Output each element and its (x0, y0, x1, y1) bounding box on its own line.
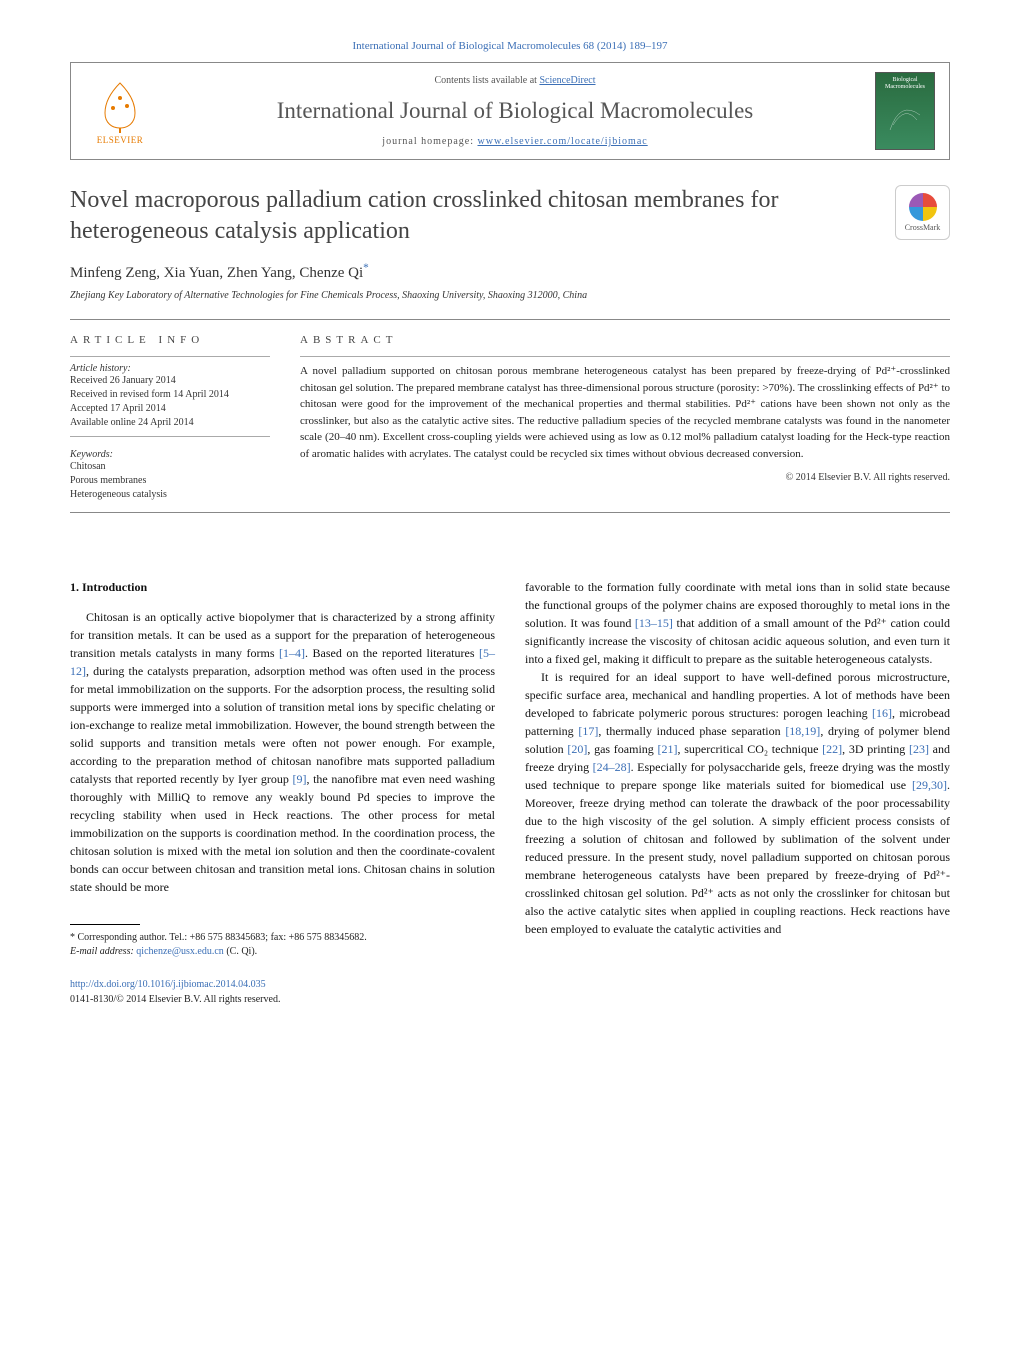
abstract-copyright: © 2014 Elsevier B.V. All rights reserved… (300, 472, 950, 483)
header-center: Contents lists available at ScienceDirec… (155, 75, 875, 147)
doi-link[interactable]: http://dx.doi.org/10.1016/j.ijbiomac.201… (70, 977, 495, 992)
intro-paragraph-1: Chitosan is an optically active biopolym… (70, 608, 495, 896)
citation-17[interactable]: [17] (578, 724, 598, 738)
email-link[interactable]: qichenze@usx.edu.cn (136, 946, 224, 957)
journal-reference: International Journal of Biological Macr… (70, 40, 950, 52)
history-label: Article history: (70, 363, 270, 374)
abstract-text: A novel palladium supported on chitosan … (300, 363, 950, 462)
c2p2-g: , 3D printing (842, 742, 909, 756)
footer-block: http://dx.doi.org/10.1016/j.ijbiomac.201… (70, 977, 495, 1007)
citation-18-19[interactable]: [18,19] (785, 724, 820, 738)
body-column-left: 1. Introduction Chitosan is an optically… (70, 578, 495, 1007)
col2-paragraph-2: It is required for an ideal support to h… (525, 668, 950, 938)
abstract-label: abstract (300, 334, 950, 346)
citation-1-4[interactable]: [1–4] (279, 646, 305, 660)
homepage-prefix: journal homepage: (382, 136, 477, 147)
section-number: 1. (70, 580, 79, 594)
elsevier-tree-icon (95, 78, 145, 133)
citation-24-28[interactable]: [24–28] (593, 760, 631, 774)
info-abstract-row: article info Article history: Received 2… (70, 334, 950, 502)
history-online: Available online 24 April 2014 (70, 416, 270, 430)
citation-23[interactable]: [23] (909, 742, 929, 756)
history-accepted: Accepted 17 April 2014 (70, 402, 270, 416)
c2p2-j: . Moreover, freeze drying method can tol… (525, 778, 950, 936)
elsevier-logo[interactable]: ELSEVIER (85, 71, 155, 151)
corresponding-footnote: * Corresponding author. Tel.: +86 575 88… (70, 931, 495, 945)
article-info-column: article info Article history: Received 2… (70, 334, 270, 502)
sciencedirect-link[interactable]: ScienceDirect (539, 75, 595, 86)
c2p2-c: , thermally induced phase separation (598, 724, 785, 738)
corresponding-marker[interactable]: * (363, 262, 369, 274)
citation-29-30[interactable]: [29,30] (912, 778, 947, 792)
article-info-label: article info (70, 334, 270, 346)
keyword-1: Chitosan (70, 460, 270, 474)
journal-cover-thumbnail[interactable]: Biological Macromolecules (875, 72, 935, 150)
citation-22[interactable]: [22] (822, 742, 842, 756)
email-suffix: (C. Qi). (224, 946, 257, 957)
info-divider-1 (70, 356, 270, 357)
cover-label: Biological Macromolecules (880, 77, 930, 90)
citation-20[interactable]: [20] (567, 742, 587, 756)
email-label: E-mail address: (70, 946, 136, 957)
page-container: International Journal of Biological Macr… (0, 0, 1020, 1057)
abstract-divider (300, 356, 950, 357)
keywords-label: Keywords: (70, 449, 270, 460)
body-column-right: favorable to the formation fully coordin… (525, 578, 950, 1007)
history-revised: Received in revised form 14 April 2014 (70, 388, 270, 402)
divider-bottom (70, 512, 950, 513)
journal-name: International Journal of Biological Macr… (155, 98, 875, 124)
p1-text-b: . Based on the reported literatures (305, 646, 479, 660)
c2p2-e: , gas foaming (587, 742, 657, 756)
divider-top (70, 319, 950, 320)
abstract-column: abstract A novel palladium supported on … (300, 334, 950, 502)
article-title: Novel macroporous palladium cation cross… (70, 185, 875, 247)
cover-graphic-icon (885, 90, 925, 140)
section-title: Introduction (82, 580, 147, 594)
info-divider-2 (70, 436, 270, 437)
col2-paragraph-1: favorable to the formation fully coordin… (525, 578, 950, 668)
email-footnote: E-mail address: qichenze@usx.edu.cn (C. … (70, 945, 495, 959)
crossmark-icon (909, 193, 937, 221)
elsevier-text: ELSEVIER (97, 135, 144, 145)
homepage-line: journal homepage: www.elsevier.com/locat… (155, 136, 875, 147)
c2p2-f: , supercritical CO₂ technique (678, 742, 823, 756)
citation-13-15[interactable]: [13–15] (635, 616, 673, 630)
authors-line: Minfeng Zeng, Xia Yuan, Zhen Yang, Chenz… (70, 262, 950, 282)
citation-21[interactable]: [21] (658, 742, 678, 756)
citation-16[interactable]: [16] (872, 706, 892, 720)
citation-9[interactable]: [9] (292, 772, 306, 786)
footnote-separator (70, 924, 140, 925)
body-columns: 1. Introduction Chitosan is an optically… (70, 578, 950, 1007)
keyword-2: Porous membranes (70, 474, 270, 488)
contents-available-line: Contents lists available at ScienceDirec… (155, 75, 875, 86)
section-heading-intro: 1. Introduction (70, 578, 495, 596)
p1-text-c: , during the catalysts preparation, adso… (70, 664, 495, 786)
homepage-link[interactable]: www.elsevier.com/locate/ijbiomac (478, 136, 648, 147)
journal-header-box: ELSEVIER Contents lists available at Sci… (70, 62, 950, 160)
keywords-block: Keywords: Chitosan Porous membranes Hete… (70, 449, 270, 502)
title-row: Novel macroporous palladium cation cross… (70, 185, 950, 247)
crossmark-badge[interactable]: CrossMark (895, 185, 950, 240)
affiliation: Zhejiang Key Laboratory of Alternative T… (70, 290, 950, 301)
history-received: Received 26 January 2014 (70, 374, 270, 388)
keyword-3: Heterogeneous catalysis (70, 488, 270, 502)
contents-prefix: Contents lists available at (434, 75, 539, 86)
p1-text-d: , the nanofibre mat even need washing th… (70, 772, 495, 894)
crossmark-label: CrossMark (905, 223, 941, 232)
issn-copyright: 0141-8130/© 2014 Elsevier B.V. All right… (70, 992, 495, 1007)
authors-names: Minfeng Zeng, Xia Yuan, Zhen Yang, Chenz… (70, 265, 363, 281)
